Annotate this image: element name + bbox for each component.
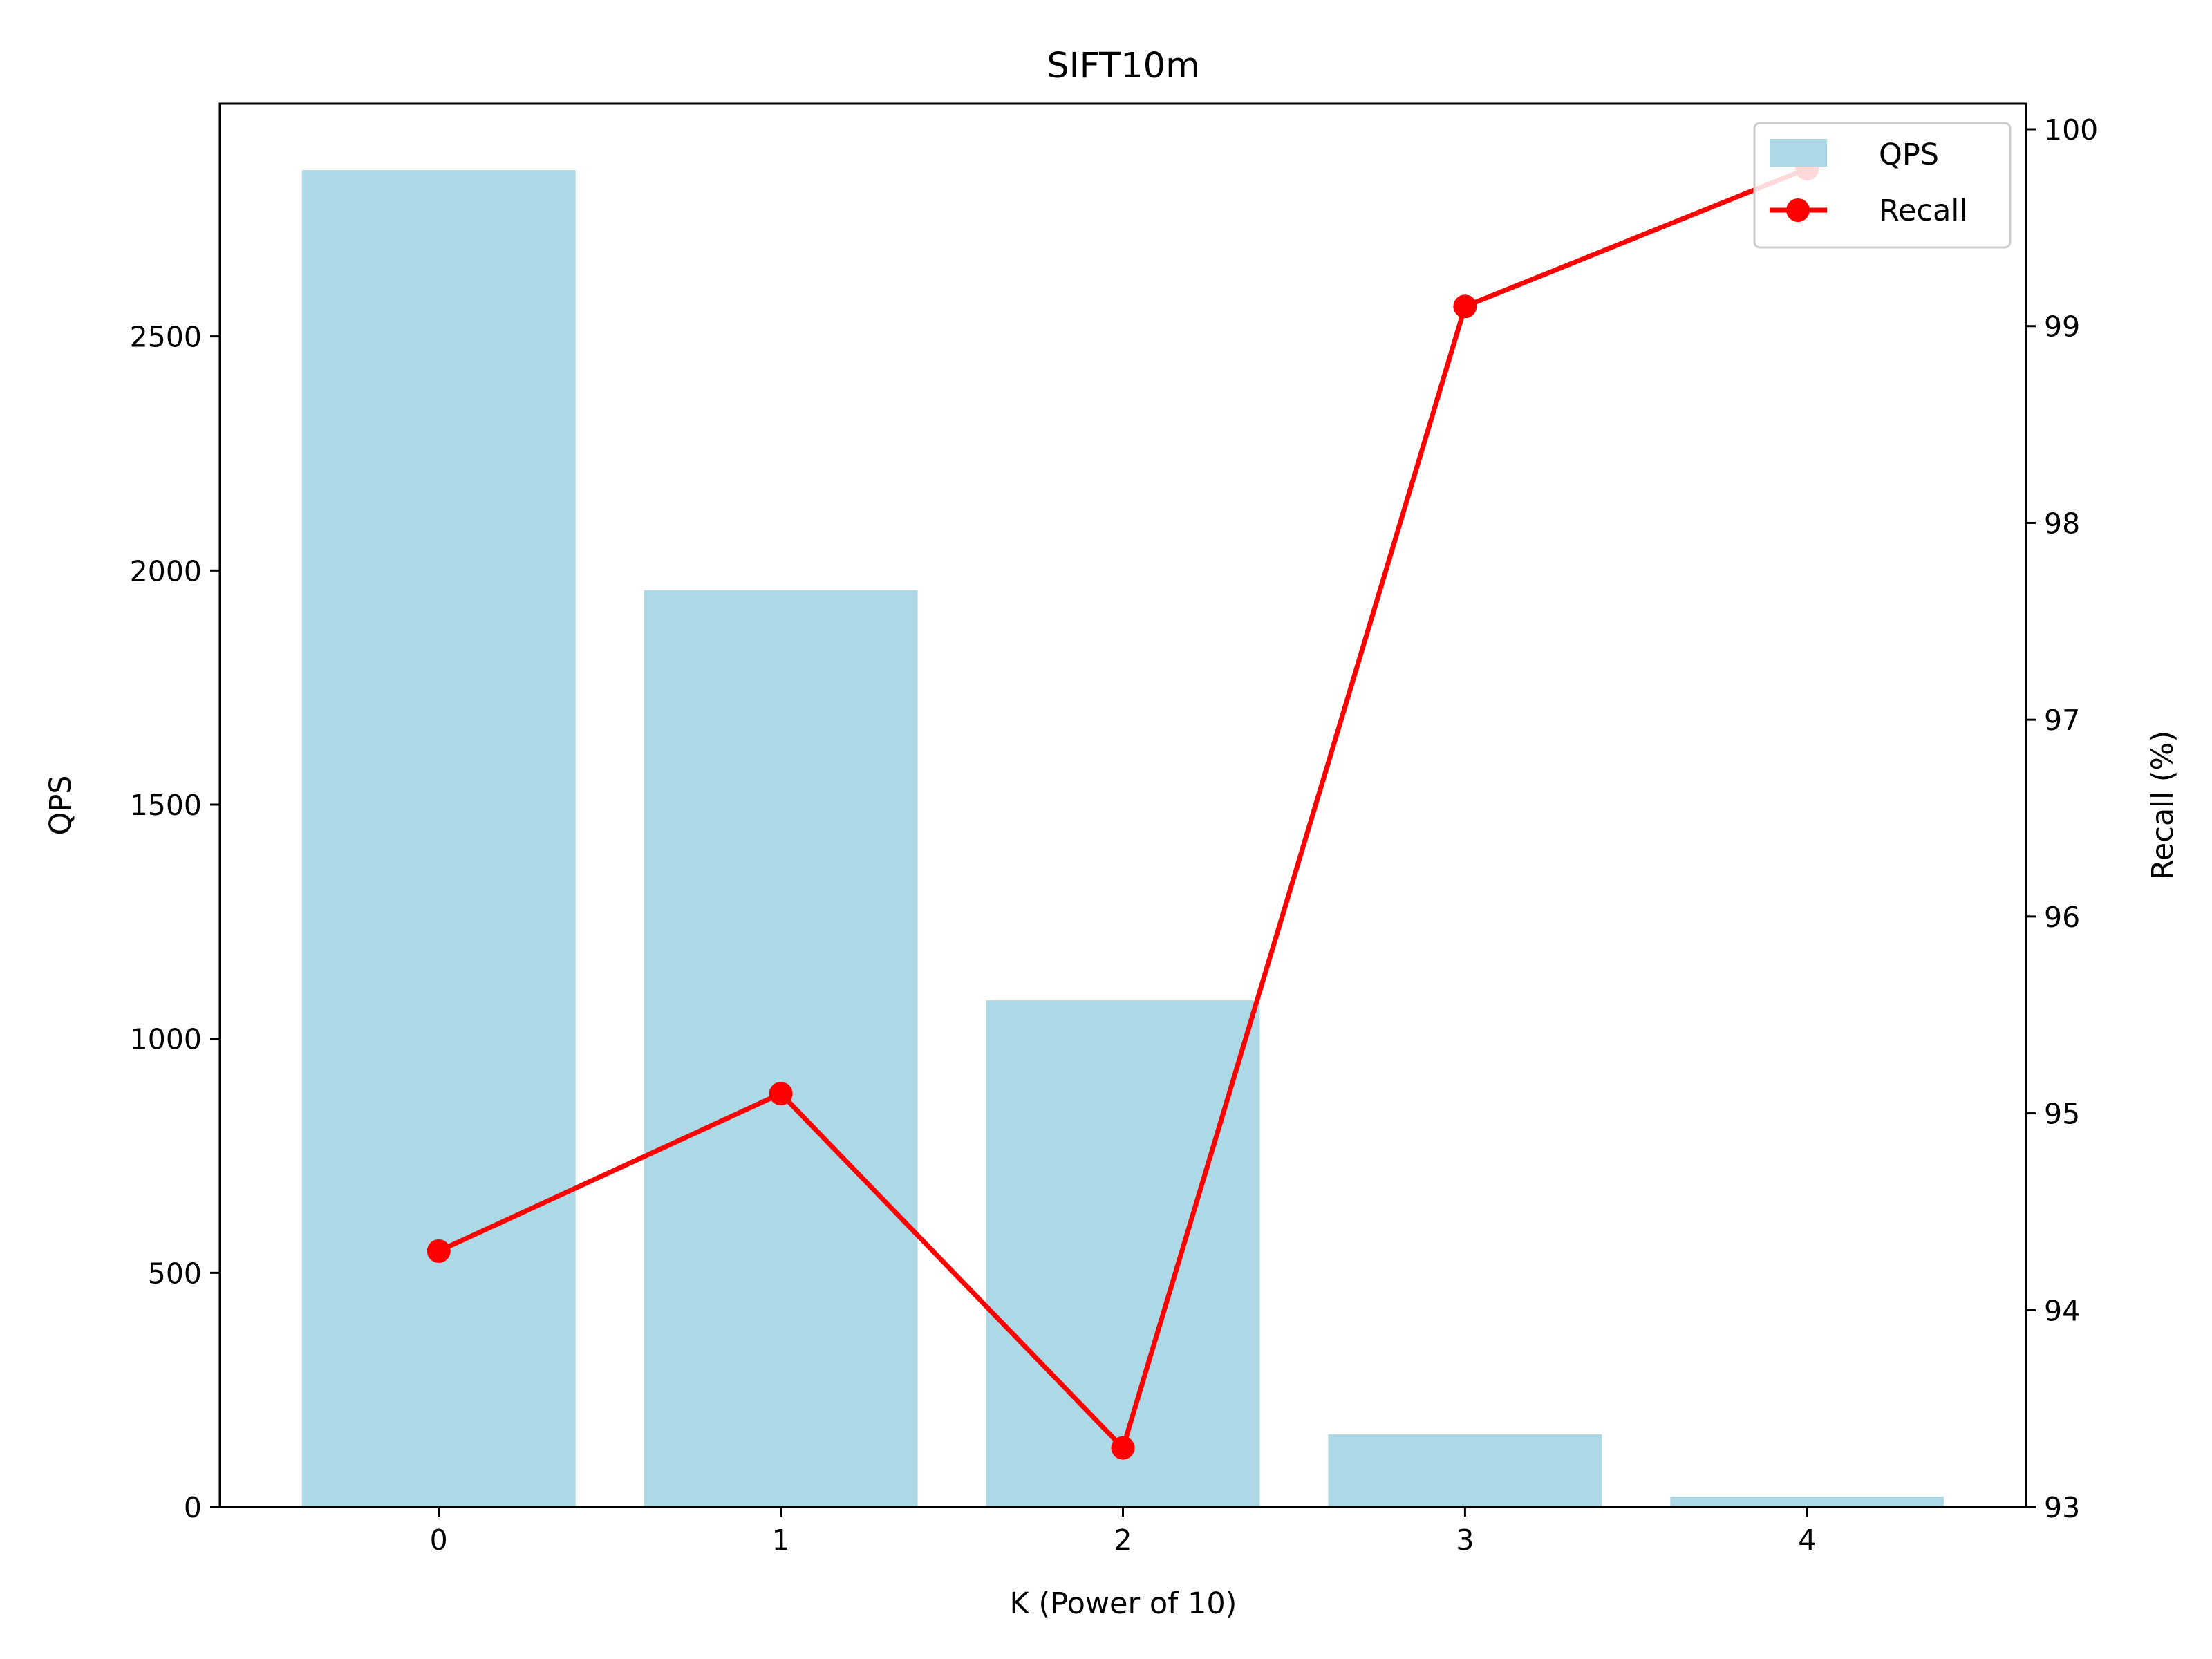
left-y-axis-label: QPS <box>44 775 78 835</box>
left-y-tick-label: 1500 <box>130 789 202 822</box>
x-tick-label: 2 <box>1114 1524 1132 1557</box>
x-tick-label: 3 <box>1456 1524 1474 1557</box>
left-y-tick-label: 0 <box>184 1491 202 1524</box>
left-y-tick-label: 500 <box>148 1257 202 1290</box>
chart-title: SIFT10m <box>1047 46 1200 86</box>
legend-qps-swatch <box>1770 139 1827 167</box>
right-y-axis-label: Recall (%) <box>2146 731 2180 880</box>
right-y-tick-label: 98 <box>2044 507 2080 540</box>
legend-recall-label: Recall <box>1879 194 1967 228</box>
qps-bar-1 <box>644 590 918 1507</box>
left-y-axis-ticks: 0 500 1000 1500 2000 2500 <box>130 321 220 1524</box>
recall-point-0 <box>427 1239 451 1263</box>
recall-point-2 <box>1111 1436 1135 1460</box>
left-y-tick-label: 2500 <box>130 321 202 354</box>
x-axis-label: K (Power of 10) <box>1010 1586 1237 1621</box>
x-tick-label: 0 <box>430 1524 448 1557</box>
left-y-tick-label: 2000 <box>130 554 202 588</box>
right-y-tick-label: 95 <box>2044 1098 2080 1131</box>
qps-bar-3 <box>1328 1434 1602 1507</box>
right-y-tick-label: 93 <box>2044 1491 2080 1524</box>
recall-point-3 <box>1453 294 1477 319</box>
right-y-axis-ticks: 93 94 95 96 97 98 99 100 <box>2026 113 2098 1524</box>
right-y-tick-label: 94 <box>2044 1294 2080 1327</box>
legend-qps-label: QPS <box>1879 138 1939 172</box>
legend: QPS Recall <box>1753 122 2012 249</box>
qps-bar-0 <box>301 170 576 1507</box>
right-y-tick-label: 100 <box>2044 113 2098 147</box>
right-y-tick-label: 96 <box>2044 901 2080 934</box>
x-axis-ticks: 0 1 2 3 4 <box>430 1507 1816 1557</box>
x-tick-label: 1 <box>772 1524 790 1557</box>
left-y-tick-label: 1000 <box>130 1023 202 1056</box>
qps-bar-2 <box>986 1000 1260 1507</box>
qps-bars <box>301 170 1944 1507</box>
recall-point-1 <box>769 1082 793 1106</box>
qps-bar-4 <box>1670 1497 1944 1507</box>
right-y-tick-label: 99 <box>2044 310 2080 344</box>
right-y-tick-label: 97 <box>2044 704 2080 737</box>
legend-recall-marker <box>1786 198 1810 222</box>
x-tick-label: 4 <box>1798 1524 1816 1557</box>
